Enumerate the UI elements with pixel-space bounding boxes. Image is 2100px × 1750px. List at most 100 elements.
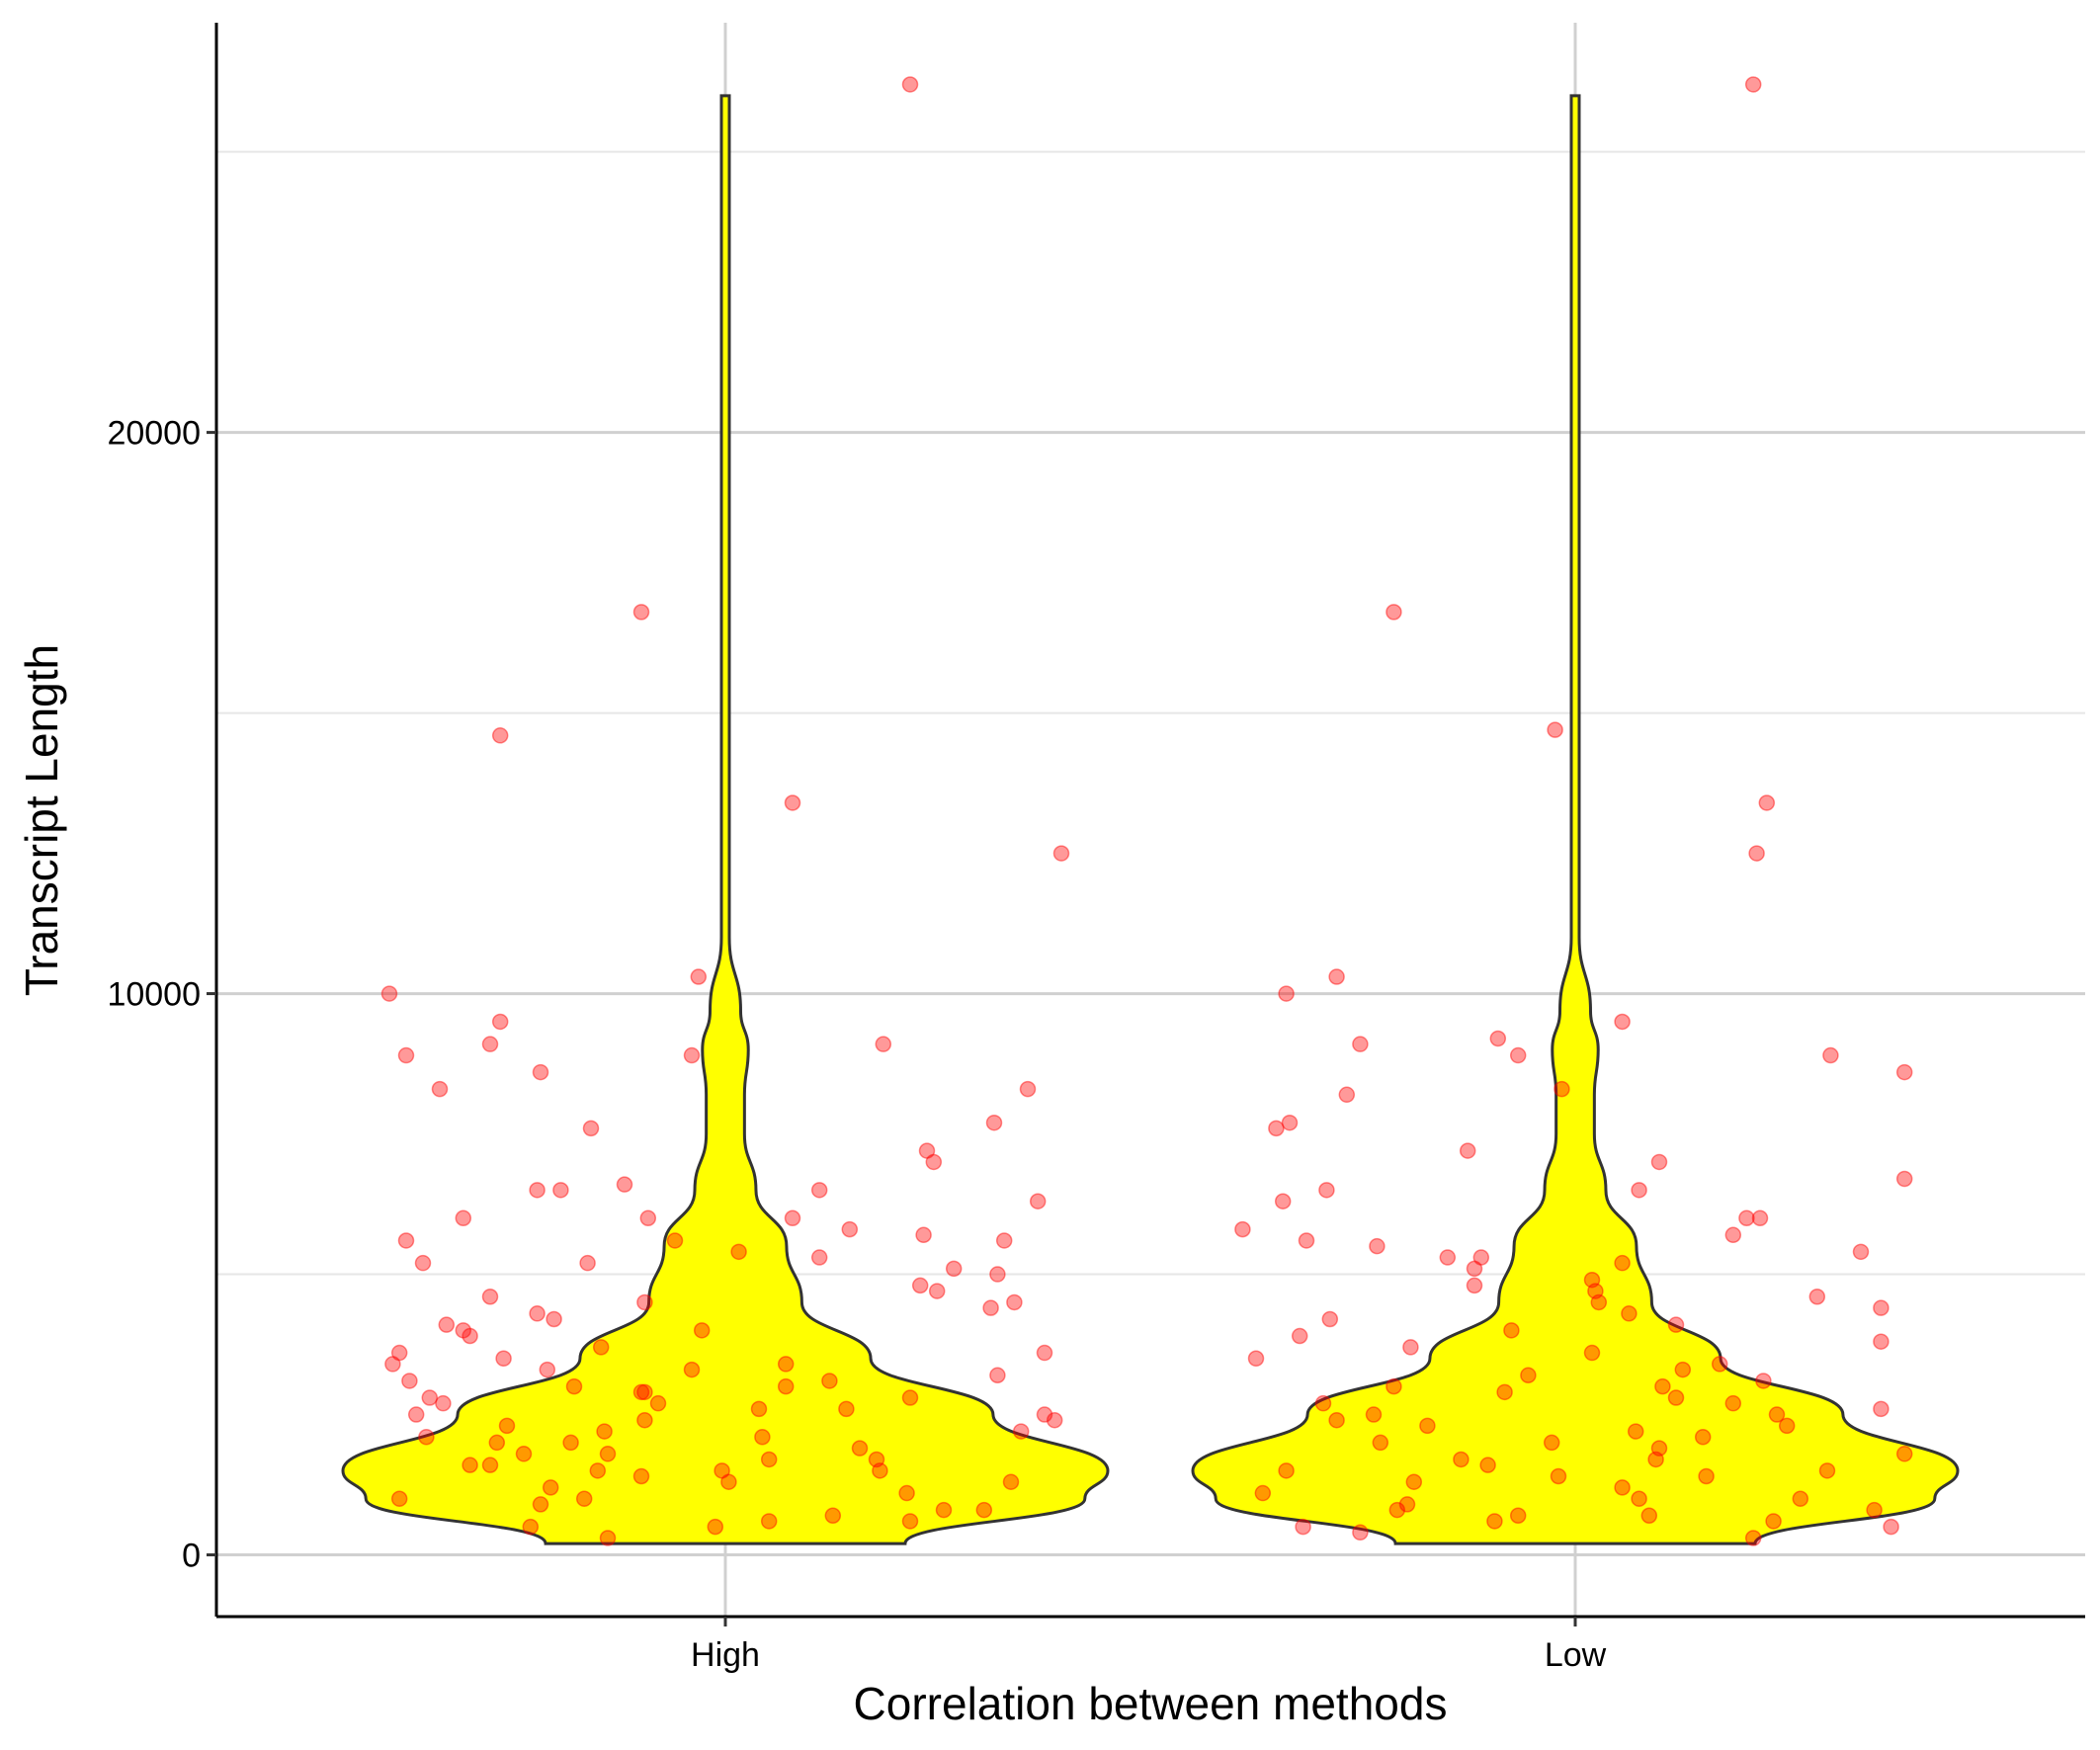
data-point	[1758, 794, 1776, 811]
data-point	[1503, 1322, 1520, 1339]
data-point	[1583, 1271, 1601, 1289]
data-point	[925, 1153, 943, 1171]
data-point	[1711, 1356, 1728, 1373]
data-point	[539, 1361, 556, 1378]
data-point	[397, 1046, 415, 1064]
data-point	[1472, 1249, 1490, 1266]
data-point	[632, 1383, 650, 1401]
y-tick-label: 20000	[107, 415, 201, 453]
data-point	[777, 1356, 795, 1373]
data-point	[1520, 1367, 1537, 1384]
data-point	[639, 1209, 657, 1226]
data-point	[414, 1254, 432, 1272]
y-axis-title: Transcript Length	[16, 644, 67, 996]
data-point	[1873, 1299, 1890, 1316]
data-point	[1650, 1440, 1668, 1457]
data-point	[1647, 1451, 1664, 1468]
data-point	[1543, 1434, 1560, 1452]
data-point	[1627, 1423, 1644, 1440]
data-point	[1778, 1417, 1796, 1435]
point-layer	[380, 76, 1913, 1546]
data-point	[462, 1327, 478, 1345]
data-point	[1268, 1120, 1285, 1137]
data-point	[1509, 1046, 1527, 1064]
data-point	[542, 1479, 559, 1496]
data-point	[1883, 1518, 1899, 1536]
data-point	[760, 1513, 778, 1530]
data-point	[1694, 1429, 1712, 1446]
data-point	[636, 1411, 653, 1429]
data-point	[1509, 1507, 1527, 1525]
data-point	[632, 604, 650, 621]
data-point	[1439, 1249, 1457, 1266]
data-point	[1405, 1473, 1423, 1490]
data-point	[1724, 1226, 1742, 1244]
data-point	[1338, 1086, 1356, 1104]
data-point	[989, 1266, 1006, 1283]
data-point	[481, 1289, 499, 1305]
data-point	[575, 1490, 593, 1507]
data-point	[928, 1283, 946, 1299]
data-point	[1667, 1316, 1685, 1333]
data-point	[1486, 1513, 1503, 1530]
data-point	[491, 1013, 509, 1031]
data-point	[1895, 1170, 1913, 1188]
grid-lines	[216, 23, 2085, 1617]
data-point	[1852, 1243, 1870, 1261]
x-axis-title: Correlation between methods	[854, 1678, 1448, 1729]
data-point	[1002, 1473, 1020, 1490]
data-point	[1738, 1209, 1755, 1226]
data-point	[1036, 1344, 1053, 1362]
data-point	[1459, 1142, 1476, 1159]
data-point	[935, 1501, 953, 1519]
data-point	[599, 1530, 617, 1546]
data-point	[401, 1373, 418, 1389]
data-point	[529, 1305, 546, 1322]
data-point	[1274, 1193, 1292, 1209]
data-point	[418, 1429, 435, 1446]
data-point	[582, 1120, 600, 1137]
data-point	[875, 1036, 892, 1052]
data-point	[760, 1451, 778, 1468]
data-point	[707, 1518, 724, 1536]
data-point	[1792, 1490, 1809, 1507]
data-point	[666, 1232, 684, 1249]
data-point	[481, 1457, 499, 1473]
tick-layer: 0 10000 20000 High Low	[107, 415, 1606, 1674]
data-point	[1895, 1063, 1913, 1081]
data-point	[438, 1316, 456, 1333]
data-point	[565, 1377, 583, 1395]
data-point	[579, 1254, 596, 1272]
data-point	[1768, 1406, 1786, 1423]
data-point	[1453, 1451, 1470, 1468]
data-point	[810, 1182, 828, 1199]
data-point	[1352, 1036, 1369, 1052]
data-point	[1369, 1237, 1386, 1255]
data-point	[636, 1293, 653, 1311]
data-point	[1372, 1434, 1389, 1452]
data-point	[690, 968, 708, 985]
data-point	[462, 1457, 478, 1473]
data-point	[1046, 1411, 1063, 1429]
data-point	[1583, 1344, 1601, 1362]
data-point	[1489, 1030, 1507, 1047]
data-point	[1466, 1277, 1483, 1294]
data-point	[911, 1277, 929, 1294]
data-point	[1654, 1377, 1671, 1395]
data-point	[1744, 76, 1762, 93]
data-point	[384, 1356, 401, 1373]
data-point	[1818, 1462, 1836, 1479]
data-point	[1419, 1417, 1436, 1435]
data-point	[683, 1046, 701, 1064]
data-point	[522, 1518, 540, 1536]
data-point	[532, 1496, 549, 1513]
data-point	[1873, 1333, 1890, 1350]
data-point	[599, 1446, 617, 1462]
data-point	[1019, 1080, 1037, 1098]
data-point	[1765, 1513, 1782, 1530]
data-point	[616, 1176, 633, 1193]
data-point	[1822, 1046, 1839, 1064]
data-point	[868, 1451, 885, 1468]
data-point	[1650, 1153, 1668, 1171]
data-point	[982, 1299, 999, 1316]
